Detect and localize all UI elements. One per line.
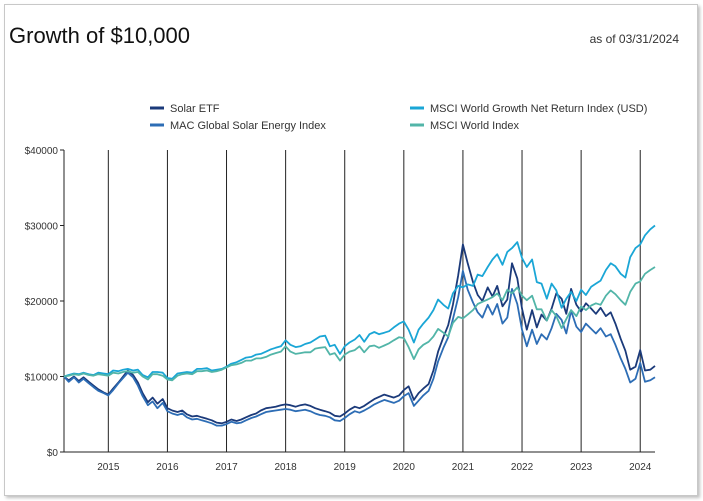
x-tick-label: 2020 xyxy=(393,462,416,473)
as-of-date: as of 03/31/2024 xyxy=(589,32,679,46)
series-lines xyxy=(63,224,656,427)
tick-labels: 2015 2016 2017 2018 2019 2020 2021 2022 2023 2024… xyxy=(25,146,652,473)
series-line-msci-world-growth-net-return-index-usd xyxy=(63,224,656,380)
y-tick-label: $0 xyxy=(47,448,59,459)
y-tick-label: $40000 xyxy=(25,146,59,157)
series-line-mac-global-solar-energy-index xyxy=(63,269,656,427)
y-tick-label: $10000 xyxy=(25,373,59,384)
legend-label: MSCI World Growth Net Return Index (USD) xyxy=(430,103,647,115)
x-tick-label: 2016 xyxy=(156,462,179,473)
x-tick-label: 2024 xyxy=(629,462,652,473)
axes xyxy=(60,149,655,453)
x-tick-label: 2017 xyxy=(215,462,238,473)
y-tick-label: $20000 xyxy=(25,297,59,308)
series-line-msci-world-index xyxy=(63,266,656,382)
x-tick-label: 2018 xyxy=(275,462,298,473)
x-tick-label: 2019 xyxy=(334,462,357,473)
grid-lines xyxy=(107,150,641,452)
chart-title: Growth of $10,000 xyxy=(9,23,191,48)
legend-label: Solar ETF xyxy=(170,103,220,115)
x-tick-label: 2023 xyxy=(570,462,593,473)
x-tick-label: 2021 xyxy=(452,462,475,473)
legend: Solar ETF MAC Global Solar Energy Index MS… xyxy=(150,103,647,132)
x-tick-label: 2015 xyxy=(97,462,120,473)
y-tick-label: $30000 xyxy=(25,222,59,233)
legend-label: MSCI World Index xyxy=(430,120,520,132)
x-tick-label: 2022 xyxy=(511,462,534,473)
legend-label: MAC Global Solar Energy Index xyxy=(170,120,326,132)
